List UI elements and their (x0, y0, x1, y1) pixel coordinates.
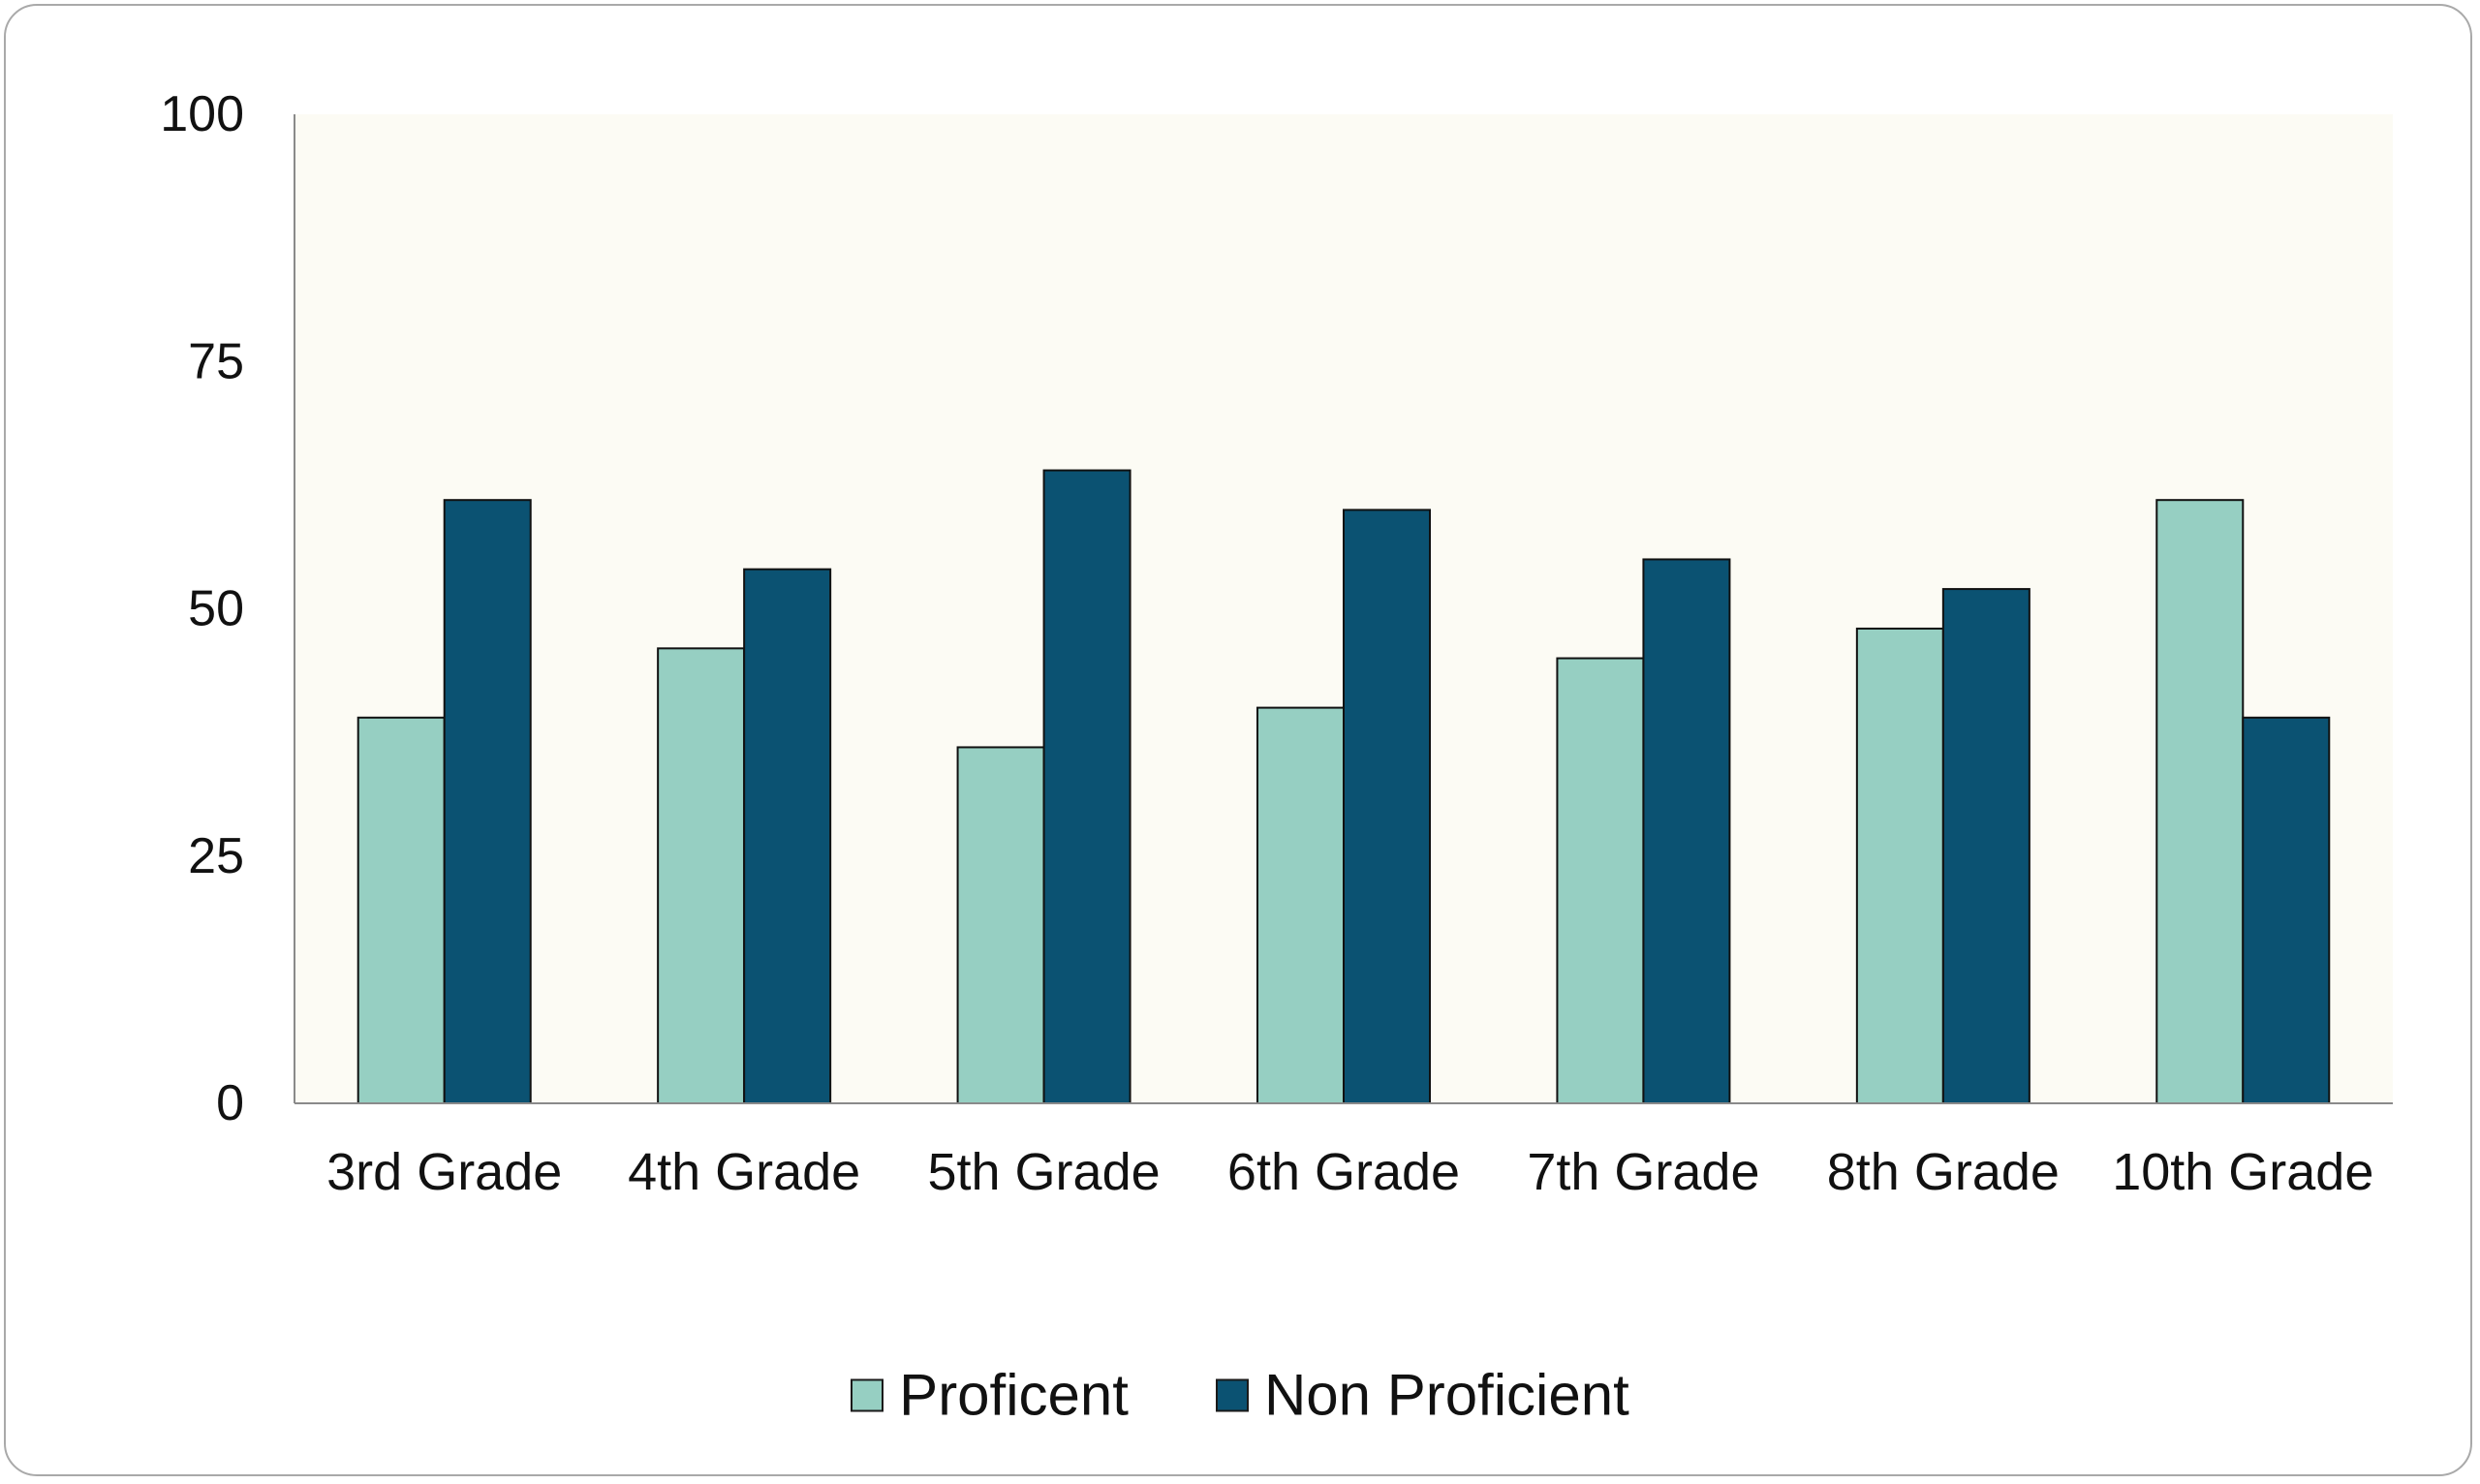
legend-label-non-proficient: Non Proficient (1263, 1362, 1629, 1428)
legend-item-non-proficient: Non Proficient (1215, 1362, 1629, 1429)
bar-non-proficient (1343, 509, 1431, 1104)
bar-non-proficient (1042, 469, 1132, 1104)
bar-non-proficient (1941, 588, 2030, 1104)
bar-non-proficient (1642, 558, 1731, 1104)
y-tick-label: 50 (188, 581, 244, 637)
legend: Proficent Non Proficient (0, 1362, 2480, 1429)
y-axis-ticks: 0 25 50 75 100 (160, 86, 244, 1131)
bar-proficient (356, 716, 446, 1104)
legend-item-proficient: Proficent (851, 1362, 1129, 1429)
bar-proficient (657, 647, 746, 1105)
y-tick-label: 100 (160, 86, 244, 142)
bar-proficient (1556, 657, 1645, 1104)
y-tick-label: 25 (188, 828, 244, 884)
legend-swatch-non-proficient (1215, 1378, 1249, 1411)
bar-proficient (1855, 627, 1944, 1104)
bar-non-proficient (743, 568, 832, 1104)
bar-non-proficient (443, 499, 532, 1104)
x-tick-label: 10th Grade (2112, 1143, 2373, 1201)
x-tick-label: 3rd Grade (326, 1143, 562, 1201)
x-tick-label: 5th Grade (927, 1143, 1160, 1201)
x-tick-label: 6th Grade (1227, 1143, 1460, 1201)
bar-proficient (1256, 706, 1345, 1104)
bar-group (356, 469, 2331, 1105)
y-tick-label: 0 (216, 1075, 244, 1131)
y-tick-label: 75 (188, 333, 244, 389)
legend-swatch-proficient (851, 1378, 884, 1411)
x-axis-labels: 3rd Grade 4th Grade 5th Grade 6th Grade 7th … (326, 1143, 2373, 1201)
x-tick-label: 4th Grade (628, 1143, 860, 1201)
bar-proficient (2155, 499, 2245, 1104)
x-tick-label: 7th Grade (1527, 1143, 1759, 1201)
bar-non-proficient (2242, 716, 2331, 1104)
x-tick-label: 8th Grade (1827, 1143, 2060, 1201)
legend-label-proficient: Proficent (899, 1362, 1129, 1428)
bar-proficient (956, 746, 1045, 1104)
